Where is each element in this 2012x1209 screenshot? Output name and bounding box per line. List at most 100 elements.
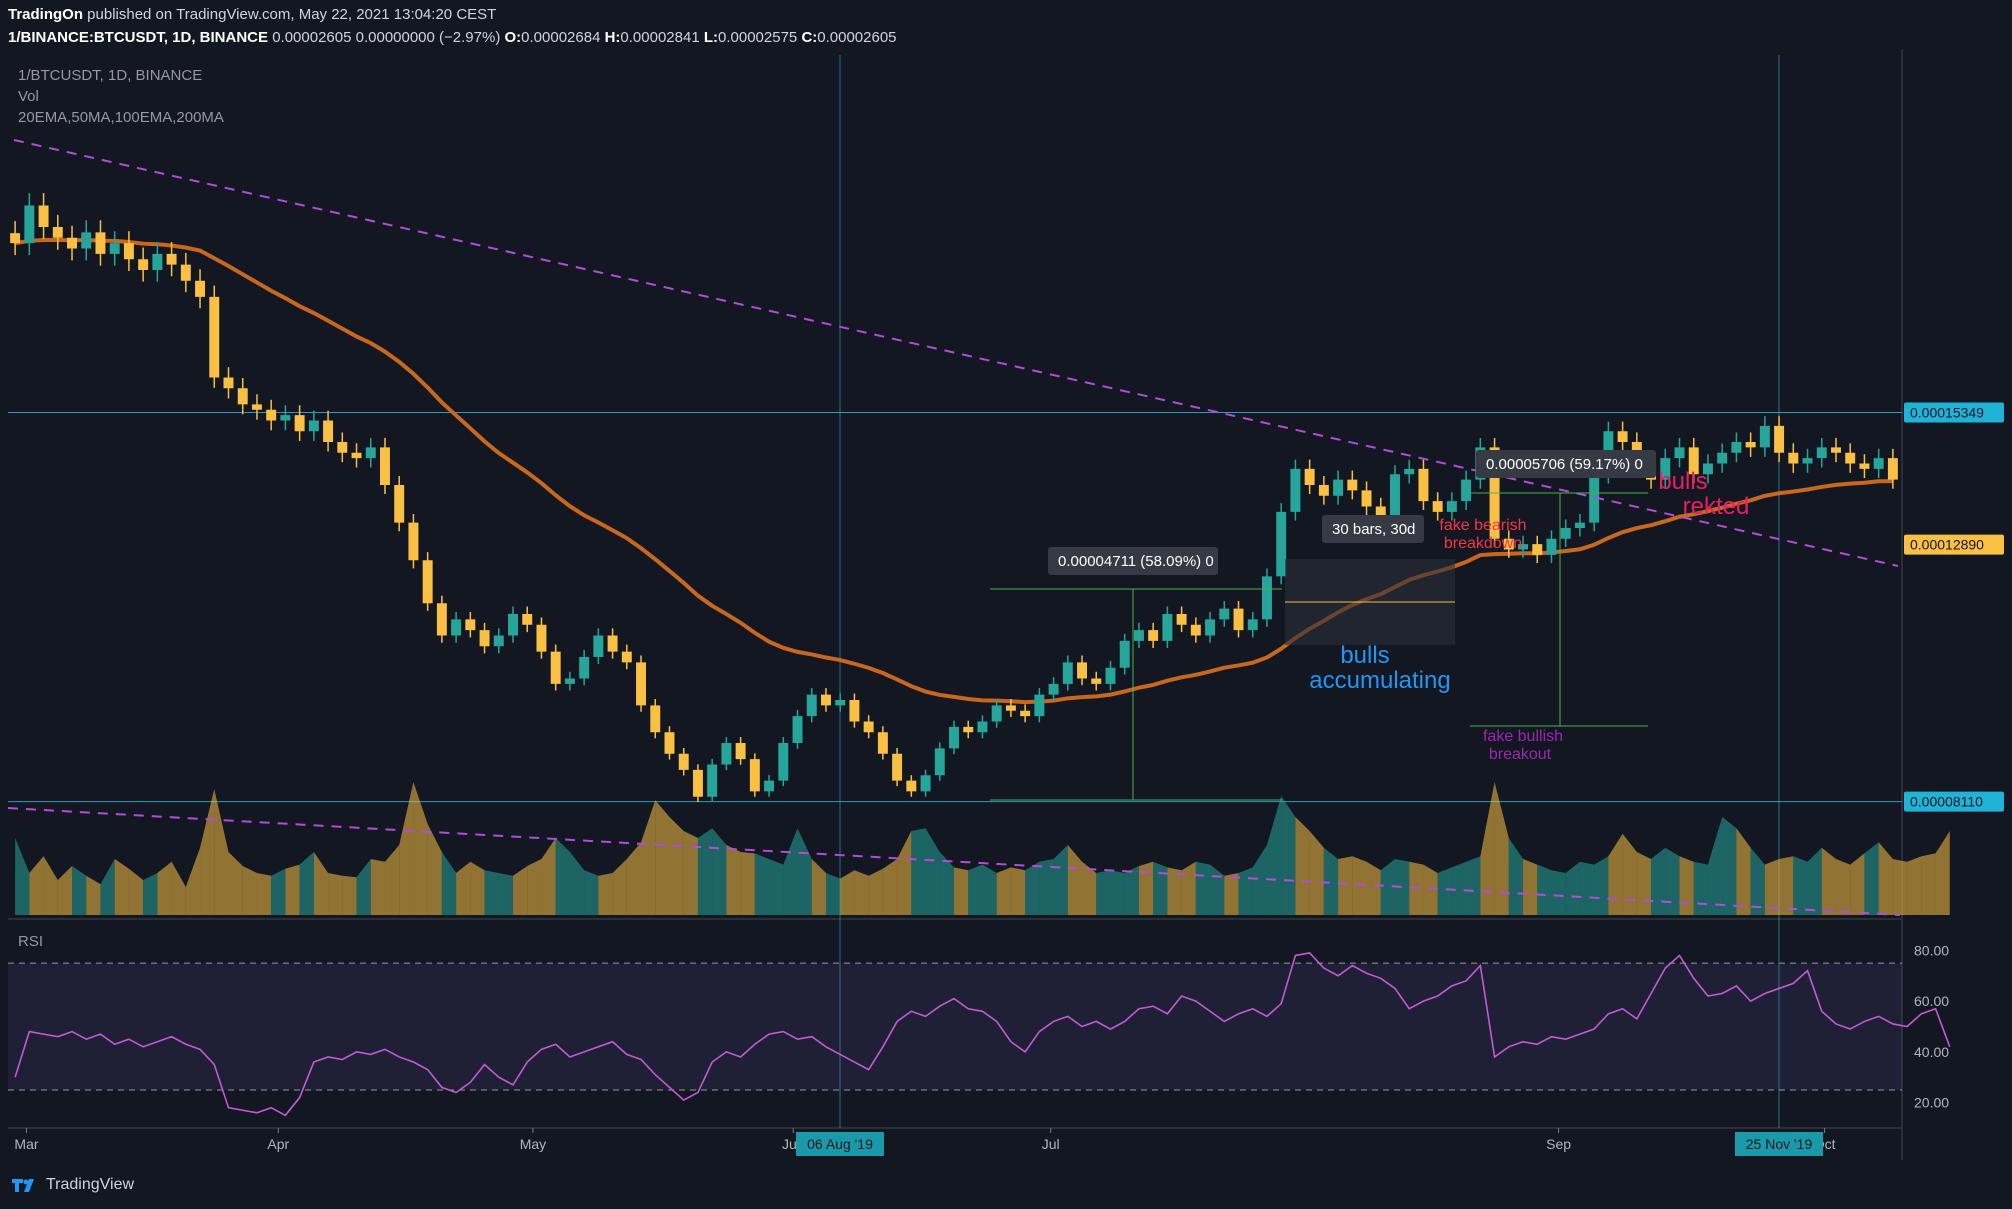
annotation-bulls-accumulating-1: bulls — [1340, 642, 1389, 669]
volume-segment — [1025, 861, 1040, 915]
candle-body — [892, 753, 903, 781]
volume-segment — [1380, 859, 1395, 915]
rsi-tick-label: 40.00 — [1914, 1044, 1949, 1060]
candle-body — [920, 775, 931, 792]
candle-body — [266, 409, 277, 421]
candle-body — [1859, 463, 1870, 469]
candle-body — [1247, 619, 1258, 631]
candle-body — [991, 705, 1002, 722]
candle-body — [1503, 538, 1514, 550]
legend-volume[interactable]: Vol — [18, 88, 39, 105]
candle-body — [1774, 425, 1785, 453]
candle-body — [1290, 468, 1301, 512]
volume-segment — [384, 845, 400, 915]
high-value: 0.00002841 — [620, 29, 700, 46]
volume-segment — [1793, 856, 1808, 915]
volume-segment — [1466, 856, 1481, 915]
volume-segment — [1907, 856, 1922, 915]
candle-body — [24, 205, 35, 244]
candle-body — [1390, 474, 1400, 518]
volume-segment — [72, 866, 87, 915]
candle-body — [564, 678, 575, 684]
annotation-bulls-accumulating-2: accumulating — [1309, 667, 1450, 694]
rsi-band — [8, 963, 1902, 1090]
price-level-label: 0.00015349 — [1910, 404, 1984, 420]
volume-segment — [968, 864, 983, 915]
volume-segment — [1309, 831, 1324, 915]
candle-body — [1404, 468, 1415, 475]
price-level-tag — [1904, 534, 2004, 555]
date-marker-label: 06 Aug '19 — [807, 1136, 873, 1152]
volume-segment — [342, 875, 357, 915]
volume-segment — [712, 828, 727, 915]
candle-body — [522, 614, 533, 625]
close-label: C: — [801, 29, 818, 46]
volume-segment — [1622, 833, 1637, 915]
volume-segment — [1423, 864, 1438, 915]
author-name[interactable]: TradingOn — [8, 6, 83, 23]
volume-segment — [43, 856, 58, 915]
candle-body — [1304, 468, 1315, 485]
legend-indicators[interactable]: 20EMA,50MA,100EMA,200MA — [18, 109, 224, 126]
candle-body — [1731, 442, 1742, 453]
date-marker-tag — [1735, 1132, 1823, 1156]
tradingview-footer[interactable]: TradingView — [10, 1176, 134, 1194]
candle-body — [123, 243, 134, 260]
candle-body — [678, 753, 689, 770]
measure-label-2-bg — [1476, 450, 1656, 478]
volume-segment — [271, 868, 286, 915]
candle-body — [1361, 490, 1372, 507]
volume-segment — [484, 870, 499, 915]
volume-segment — [954, 867, 969, 915]
rsi-line — [14, 952, 1951, 1117]
volume-segment — [925, 828, 940, 915]
legend-rsi[interactable]: RSI — [18, 933, 44, 950]
candle-body — [152, 253, 163, 270]
volume-segment — [1494, 782, 1509, 915]
candle-body — [1261, 576, 1272, 620]
published-text: published on TradingView.com, May 22, 20… — [87, 6, 497, 23]
volume-segment — [1124, 866, 1139, 915]
high-label: H: — [604, 29, 621, 46]
volume-segment — [854, 870, 869, 915]
volume-segment — [1181, 861, 1196, 915]
volume-segment — [1281, 796, 1296, 915]
candle-body — [465, 619, 476, 631]
candle-body — [949, 726, 959, 749]
volume-segment — [1352, 856, 1367, 915]
change-value: 0.00002605 0.00000000 (−2.97%) — [272, 29, 501, 46]
candle-body — [621, 651, 632, 663]
volume-segment — [1565, 861, 1580, 915]
candle-body — [1119, 640, 1130, 668]
candle-body — [1062, 662, 1073, 684]
volume-segment — [157, 861, 172, 915]
volume-segment — [1053, 845, 1068, 915]
candle-body — [394, 485, 405, 523]
volume-segment — [1764, 859, 1780, 915]
candle-body — [351, 452, 362, 459]
candle-body — [1333, 479, 1344, 496]
time-tick-label: Mar — [14, 1136, 38, 1152]
candle-body — [10, 233, 21, 244]
candle-body — [579, 657, 590, 679]
candle-body — [1048, 683, 1059, 695]
candle-body — [251, 404, 262, 410]
candle-body — [1219, 608, 1230, 620]
candle-body — [95, 232, 106, 254]
candle-body — [1759, 425, 1770, 448]
candle-body — [493, 635, 504, 647]
volume-segment — [256, 873, 272, 915]
volume-segment — [242, 866, 257, 915]
volume-segment — [228, 852, 243, 915]
candle-body — [1176, 614, 1187, 625]
volume-segment — [754, 853, 770, 915]
legend-symbol[interactable]: 1/BTCUSDT, 1D, BINANCE — [18, 67, 203, 84]
volume-segment — [1551, 870, 1566, 915]
volume-segment — [370, 859, 385, 915]
volume-segment — [470, 861, 485, 915]
candle-body — [1133, 630, 1144, 641]
volume-segment — [328, 873, 343, 915]
volume-segment — [1722, 817, 1737, 915]
candle-body — [1318, 485, 1329, 496]
